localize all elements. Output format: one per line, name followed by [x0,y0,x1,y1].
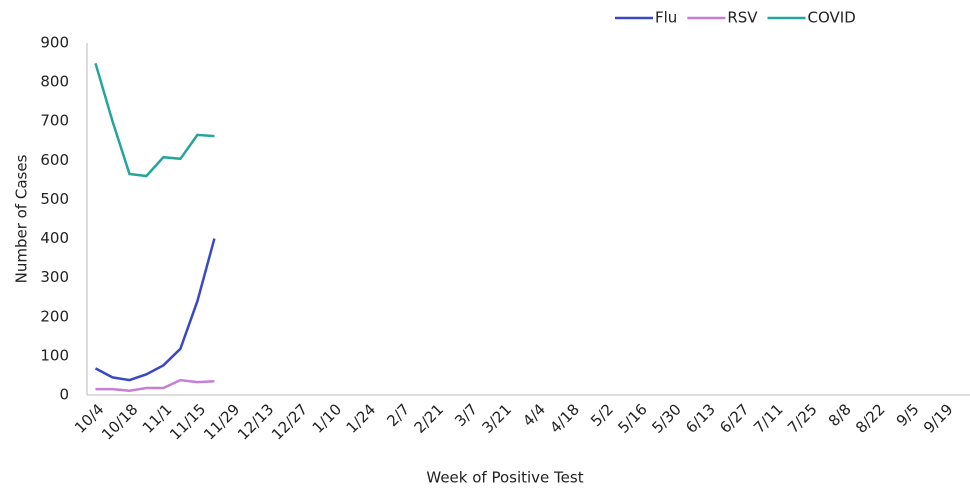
y-tick-label: 100 [40,346,69,364]
x-tick-label: 12/13 [234,400,277,443]
y-tick-label: 400 [40,229,69,247]
x-tick-label: 5/30 [648,400,685,437]
x-tick-label: 2/7 [383,400,413,430]
x-tick-label: 11/15 [166,400,209,443]
y-tick-label: 900 [40,34,69,52]
y-tick-label: 800 [40,73,69,91]
x-tick-label: 4/18 [546,400,583,437]
y-axis-title: Number of Cases [13,154,31,283]
x-tick-label: 6/27 [716,400,753,437]
x-tick-label: 7/25 [784,400,821,437]
x-tick-label: 2/21 [411,400,448,437]
series-line [94,238,216,382]
x-tick-label: 5/2 [587,400,617,430]
legend-label: COVID [808,9,856,27]
x-axis-title: Week of Positive Test [426,469,583,487]
x-tick-label: 5/16 [614,400,651,437]
legend-label: RSV [727,9,758,27]
y-tick-label: 700 [40,112,69,130]
legend-label: Flu [655,9,677,27]
x-tick-label: 1/10 [309,400,346,437]
series-line [94,62,215,178]
x-tick-label: 1/24 [343,400,380,437]
x-tick-label: 9/5 [893,400,923,430]
series-line [95,378,215,392]
y-tick-label: 500 [40,190,69,208]
y-tick-label: 200 [40,307,69,325]
x-tick-label: 4/4 [519,400,549,430]
x-tick-label: 7/11 [750,400,787,437]
x-tick-label: 8/8 [825,400,855,430]
y-tick-label: 600 [40,151,69,169]
x-tick-label: 9/19 [920,400,957,437]
y-tick-label: 0 [59,386,69,404]
x-tick-label: 12/27 [268,400,311,443]
x-tick-label: 11/29 [200,400,243,443]
x-tick-label: 10/18 [98,400,141,443]
x-tick-label: 8/22 [852,400,889,437]
x-tick-label: 3/21 [478,400,515,437]
x-tick-label: 6/13 [682,400,719,437]
y-tick-label: 300 [40,268,69,286]
x-tick-label: 3/7 [451,400,481,430]
